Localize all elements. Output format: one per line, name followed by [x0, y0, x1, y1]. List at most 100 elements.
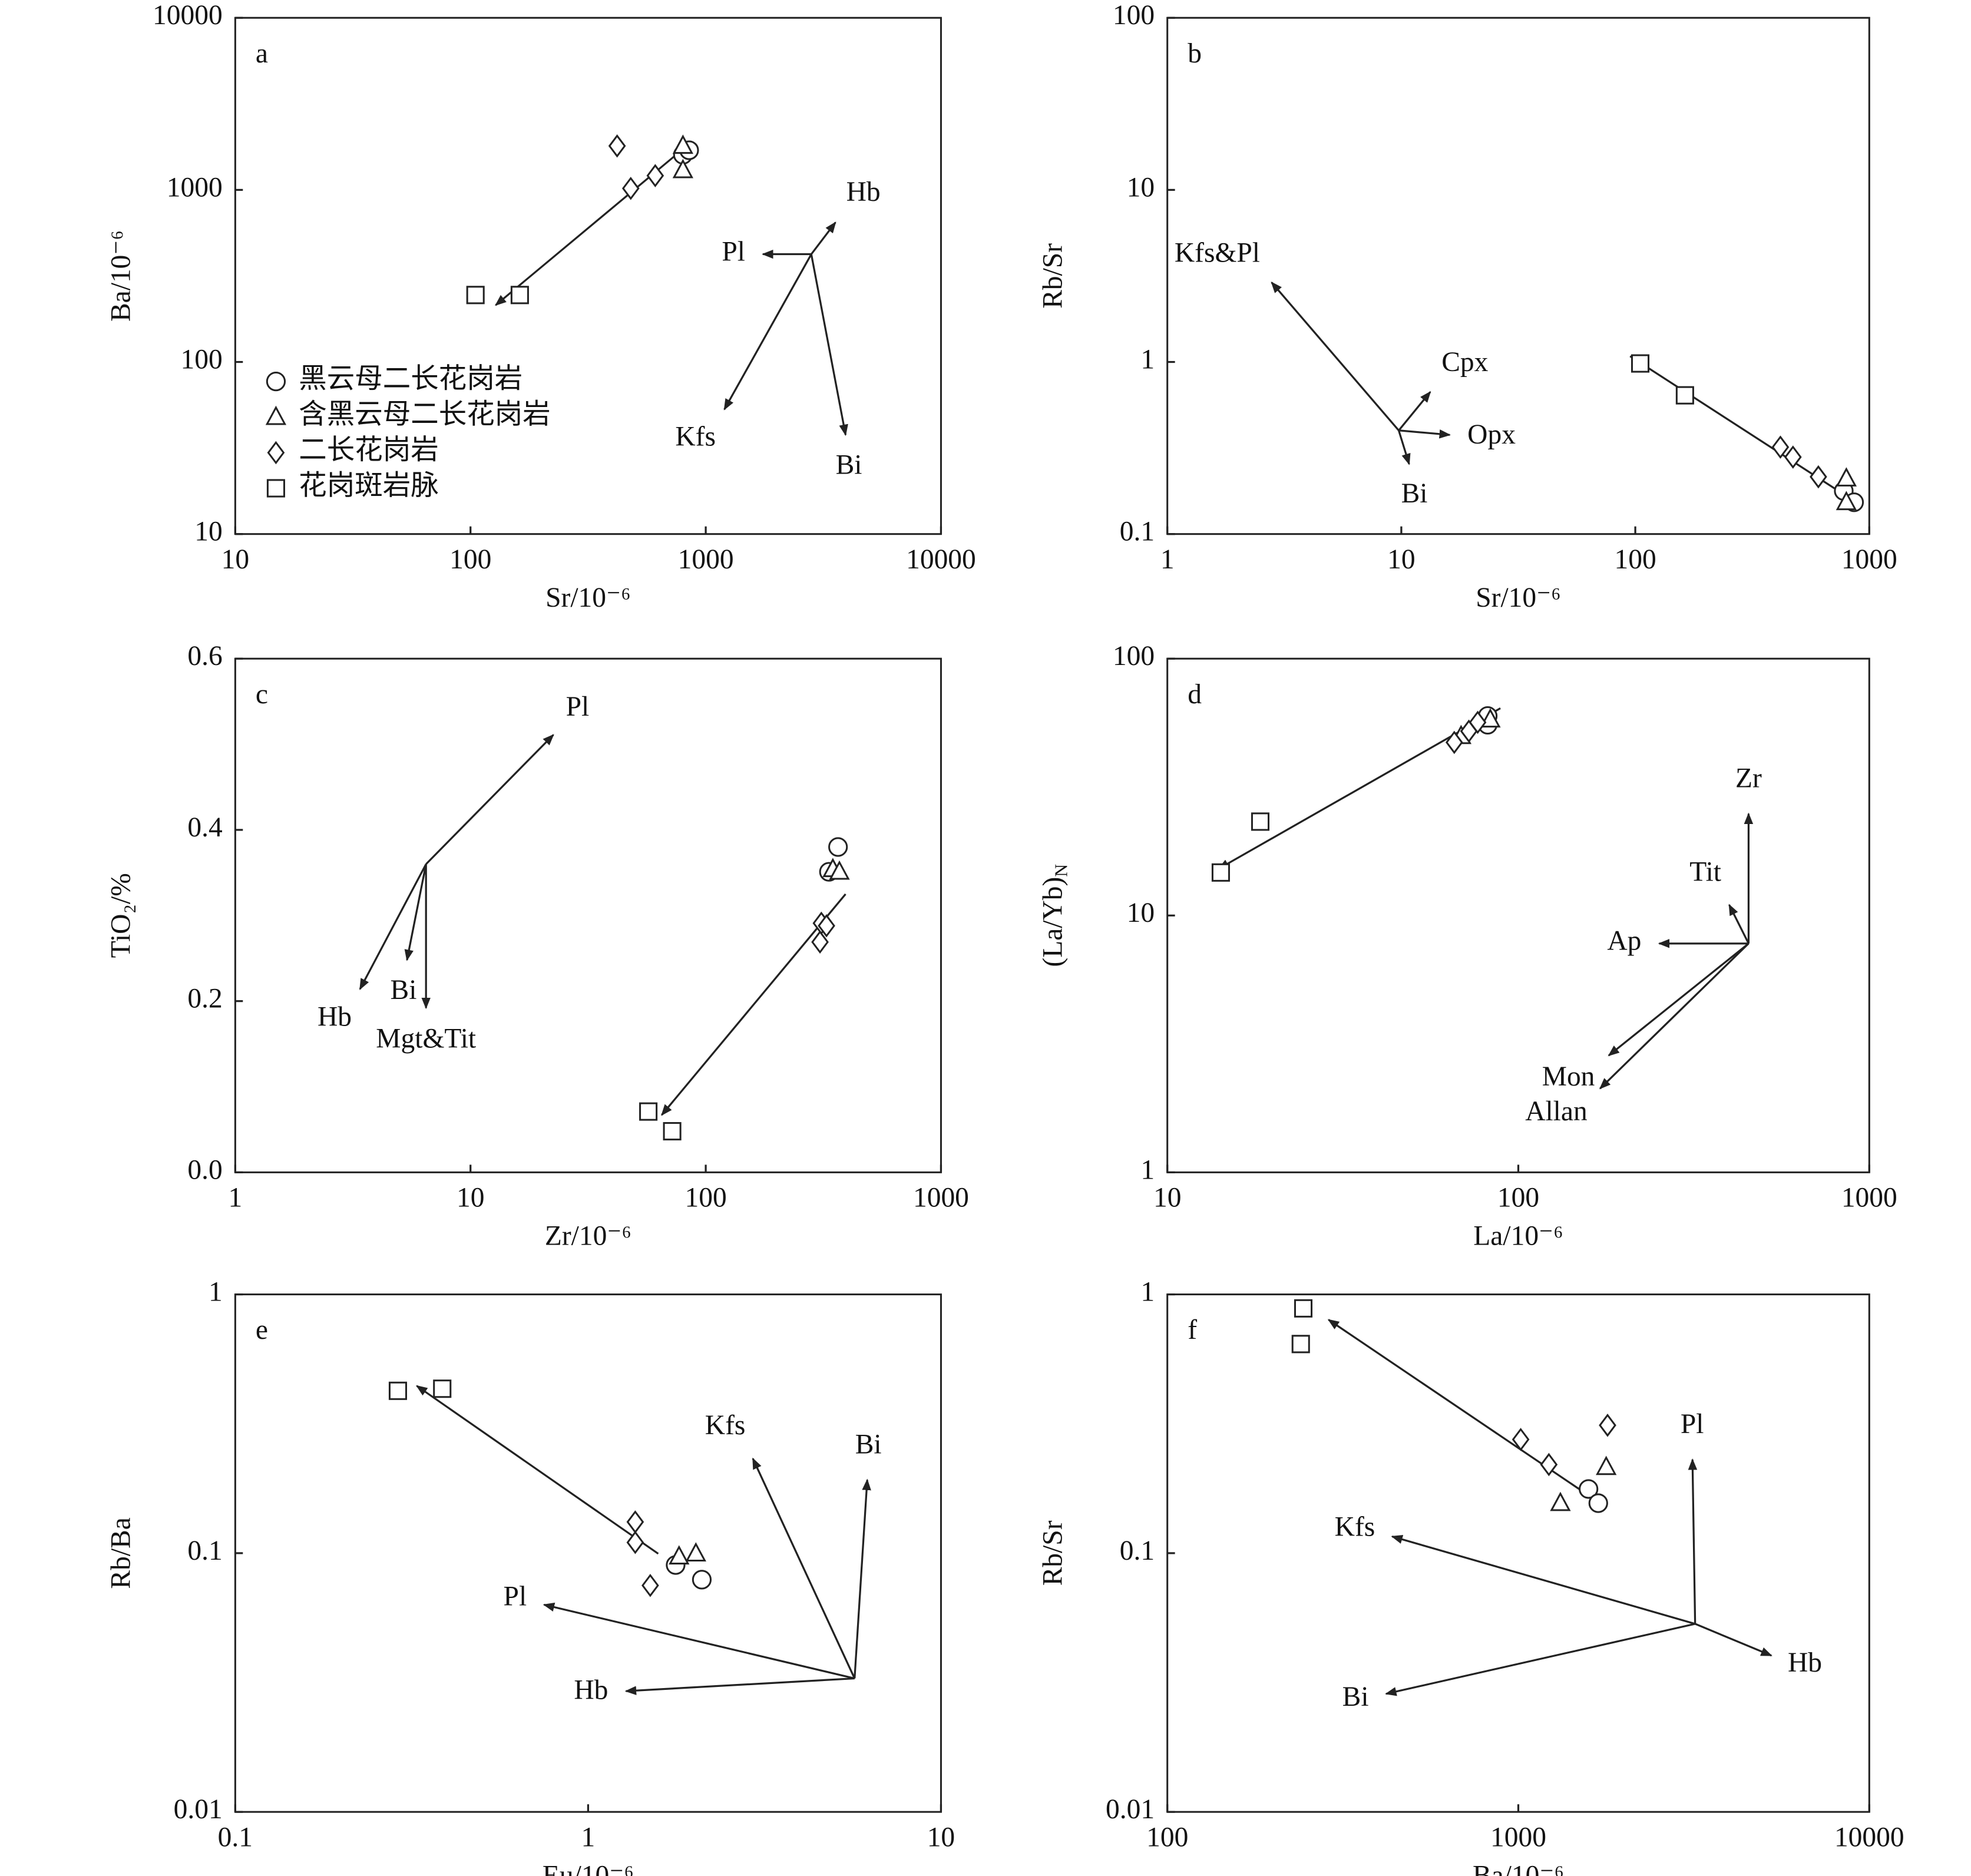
data-point	[1445, 730, 1463, 755]
panel-label: b	[1188, 38, 1202, 69]
vector-label: Bi	[1342, 1682, 1369, 1712]
vector-arrow	[1391, 1534, 1696, 1625]
y-axis-label-main: (La/Yb)	[1038, 877, 1069, 967]
vector-arrow	[1599, 942, 1750, 1090]
x-tick-label: 10000	[906, 544, 976, 575]
vector-label: Opx	[1467, 419, 1516, 450]
x-tick-label: 1000	[1841, 544, 1897, 575]
y-axis-label-main: Rb/Ba	[105, 1517, 136, 1589]
y-tick-label: 10	[1127, 898, 1155, 928]
y-tick-label: 10	[1127, 172, 1155, 203]
vector-label: Bi	[836, 450, 862, 481]
data-point	[669, 1545, 690, 1565]
data-point	[828, 837, 848, 857]
x-tick-label: 1000	[1490, 1822, 1546, 1853]
data-point	[1836, 467, 1857, 487]
vector-label: Bi	[1401, 478, 1428, 509]
x-tick-label: 10	[1387, 544, 1415, 575]
vector-arrow	[1608, 942, 1750, 1057]
vector-arrow	[810, 254, 848, 436]
vector-arrow	[810, 221, 836, 255]
legend-label: 花岗斑岩脉	[299, 471, 438, 501]
vector-label: Kfs	[705, 1410, 746, 1441]
y-axis-label: Rb/Sr	[1038, 1520, 1069, 1586]
data-point	[646, 164, 664, 187]
y-tick-label: 1	[1140, 344, 1155, 375]
plot-frame	[234, 657, 942, 1173]
panel-label: a	[256, 38, 268, 69]
panel-label: d	[1188, 679, 1202, 710]
x-axis-label: Sr/10⁻⁶	[545, 583, 631, 613]
legend-label: 含黑云母二长花岗岩	[299, 399, 550, 430]
y-tick-label: 1	[209, 1276, 223, 1307]
data-point	[388, 1381, 408, 1400]
y-tick-label: 1	[1140, 1276, 1155, 1307]
vector-label: Hb	[318, 1001, 352, 1032]
vector-arrow	[854, 1478, 871, 1679]
vector-label: Kfs	[675, 422, 716, 452]
data-point	[639, 1102, 658, 1121]
vector-label: Zr	[1735, 763, 1762, 793]
trend-line	[661, 893, 846, 1116]
vector-label: Hb	[846, 177, 881, 207]
y-tick-label: 0.2	[187, 984, 222, 1014]
vector-label: Bi	[855, 1429, 882, 1460]
data-point	[663, 1122, 682, 1141]
vector-arrow	[1385, 1623, 1696, 1696]
vector-arrow	[425, 734, 554, 865]
legend-marker	[266, 372, 286, 392]
y-tick-label: 0.4	[187, 812, 222, 843]
vector-label: Mgt&Tit	[376, 1023, 476, 1054]
x-tick-label: 1000	[913, 1183, 969, 1213]
legend-marker	[266, 479, 285, 498]
vector-label: Mon	[1542, 1061, 1595, 1092]
data-point	[433, 1379, 452, 1398]
vector-arrow	[543, 1602, 855, 1680]
legend-label: 二长花岗岩	[299, 435, 438, 465]
x-tick-label: 1000	[678, 544, 734, 575]
data-point	[608, 134, 626, 158]
vector-label: Hb	[574, 1675, 608, 1705]
vector-arrow	[1398, 429, 1451, 439]
data-point	[1599, 1414, 1616, 1437]
vector-arrow	[624, 1677, 855, 1695]
data-point	[1291, 1335, 1310, 1354]
y-tick-label: 1	[1140, 1154, 1155, 1185]
y-axis-label-main: Rb/Sr	[1038, 1520, 1069, 1586]
y-tick-label: 10000	[153, 0, 223, 31]
x-axis-label: La/10⁻⁶	[1473, 1221, 1563, 1252]
y-tick-label: 0.01	[174, 1794, 223, 1825]
data-point	[1596, 1455, 1617, 1475]
panel-label: c	[256, 679, 268, 710]
trend-line	[416, 1385, 659, 1555]
x-tick-label: 1000	[1841, 1183, 1897, 1213]
x-tick-label: 100	[449, 544, 491, 575]
legend-label: 黑云母二长花岗岩	[299, 364, 522, 395]
data-point	[1211, 863, 1230, 882]
x-tick-label: 1	[1160, 544, 1175, 575]
y-axis-label-main: TiO₂/%	[105, 873, 136, 958]
data-point	[685, 1542, 706, 1562]
x-tick-label: 10	[1153, 1183, 1181, 1213]
vector-label: Tit	[1689, 857, 1721, 888]
data-point	[1631, 354, 1650, 373]
vector-label: Pl	[504, 1581, 527, 1612]
data-point	[626, 1530, 644, 1554]
vector-label: Kfs	[1335, 1512, 1375, 1543]
vector-arrow	[1398, 391, 1431, 431]
x-tick-label: 100	[1614, 544, 1656, 575]
y-axis-label: Rb/Sr	[1038, 243, 1069, 309]
x-tick-label: 100	[1497, 1183, 1539, 1213]
y-tick-label: 0.0	[187, 1154, 222, 1185]
vector-label: Pl	[722, 236, 745, 267]
x-axis-label: Zr/10⁻⁶	[545, 1221, 631, 1252]
y-axis-label-sub: N	[1051, 864, 1072, 877]
data-point	[692, 1570, 712, 1590]
data-point	[1550, 1491, 1571, 1511]
y-tick-label: 10	[194, 517, 222, 547]
vector-label: Hb	[1788, 1647, 1822, 1678]
data-point	[466, 286, 485, 305]
data-point	[1836, 491, 1857, 511]
